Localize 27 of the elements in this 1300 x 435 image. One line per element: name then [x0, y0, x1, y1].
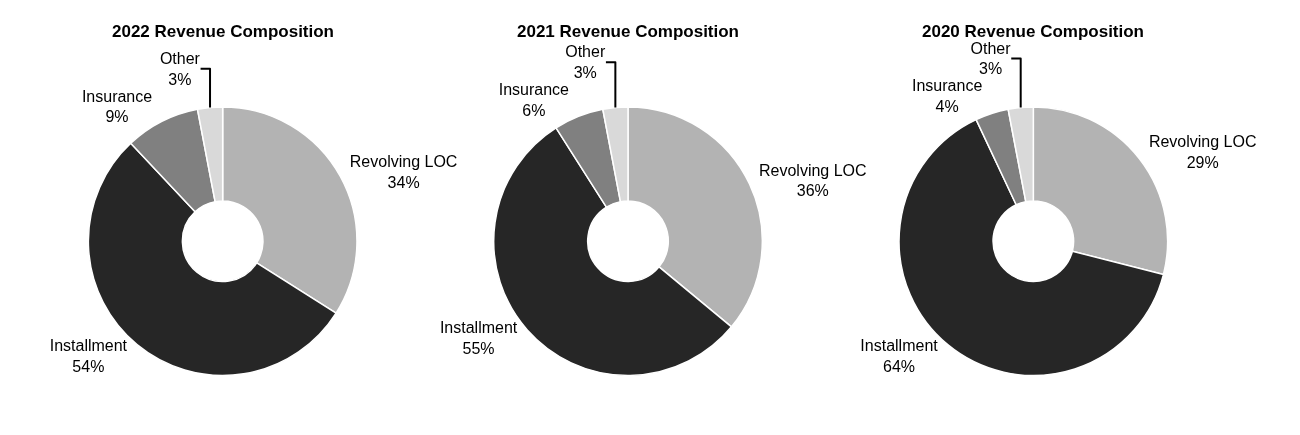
data-label: 34%: [387, 174, 420, 192]
slice-label: Other: [159, 49, 201, 67]
slice-label: Other: [970, 39, 1012, 57]
data-label: 54%: [72, 357, 105, 375]
slice-label: Insurance: [912, 77, 983, 95]
data-label: 55%: [462, 340, 495, 358]
data-label: 64%: [883, 357, 916, 375]
slice-label: Installment: [860, 337, 939, 354]
chart-title: 2021 Revenue Composition: [517, 22, 740, 41]
slice-label: Insurance: [498, 81, 570, 99]
slice-label: Insurance: [81, 87, 153, 105]
slice-label: Revolving LOC: [758, 161, 867, 179]
slice-label: Other: [565, 43, 606, 61]
data-label: 4%: [935, 98, 959, 116]
slice-label: Revolving LOC: [349, 153, 458, 171]
data-label: 29%: [1186, 153, 1219, 171]
data-label: 6%: [522, 101, 546, 119]
slice-label: Revolving LOC: [1148, 132, 1257, 150]
data-label: 36%: [796, 182, 829, 200]
chart-title: 2020 Revenue Composition: [922, 22, 1145, 41]
chart-title: 2022 Revenue Composition: [112, 22, 335, 41]
data-label: 3%: [168, 70, 192, 88]
slice-label: Installment: [49, 337, 128, 354]
data-label: 9%: [105, 108, 129, 126]
slice-label: Installment: [439, 319, 518, 337]
data-label: 3%: [573, 64, 597, 82]
data-label: 3%: [979, 60, 1003, 78]
